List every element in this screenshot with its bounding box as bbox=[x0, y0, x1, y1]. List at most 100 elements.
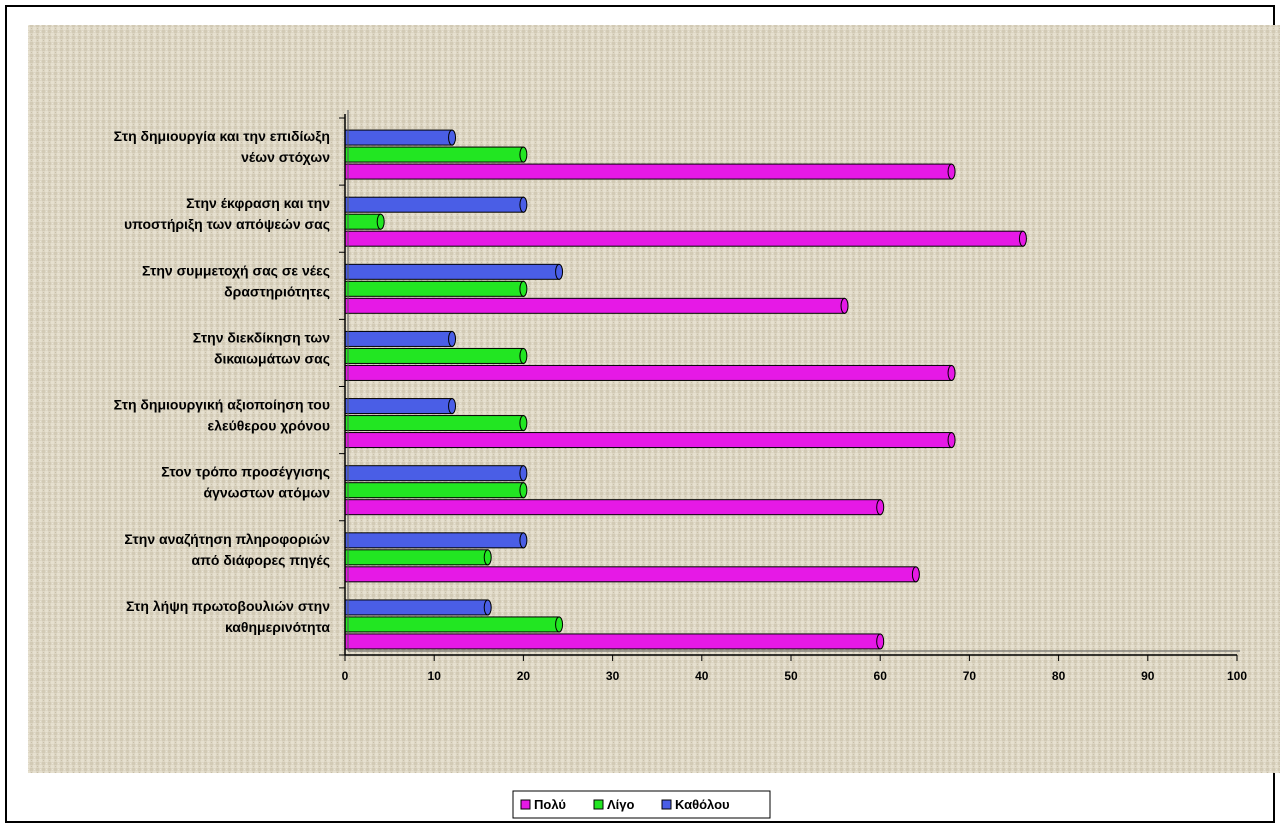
bars-group bbox=[344, 129, 1027, 650]
bar-Λίγο-1 bbox=[344, 213, 385, 230]
category-label: Στην αναζήτηση πληροφοριών bbox=[124, 531, 330, 547]
bar-Πολύ-6 bbox=[344, 566, 920, 583]
bar-cap bbox=[519, 532, 528, 549]
category-label: άγνωστων ατόμων bbox=[203, 485, 330, 501]
legend-swatch bbox=[593, 799, 604, 810]
legend-label: Πολύ bbox=[534, 797, 566, 812]
bar-Καθόλου-3 bbox=[344, 330, 457, 347]
bar-rect bbox=[344, 482, 524, 499]
bar-cap bbox=[840, 297, 849, 314]
category-label: από διάφορες πηγές bbox=[192, 552, 330, 568]
bar-cap bbox=[1018, 230, 1027, 247]
x-tick-label: 30 bbox=[606, 669, 620, 683]
bar-cap bbox=[519, 415, 528, 432]
bar-cap bbox=[555, 263, 564, 280]
bar-rect bbox=[344, 364, 953, 381]
bar-cap bbox=[519, 196, 528, 213]
category-label: υποστήριξη των απόψεών σας bbox=[124, 216, 330, 232]
category-label: Στη δημιουργική αξιοποίηση του bbox=[114, 397, 330, 413]
category-label: Στη δημιουργία και την επιδίωξη bbox=[114, 128, 330, 144]
bar-Καθόλου-4 bbox=[344, 398, 457, 415]
legend: Πολύ Λίγο Καθόλου bbox=[512, 790, 771, 819]
legend-swatch bbox=[520, 799, 531, 810]
category-label: νέων στόχων bbox=[241, 149, 330, 165]
bar-Λίγο-2 bbox=[344, 280, 528, 297]
category-label: δικαιωμάτων σας bbox=[214, 350, 330, 366]
category-label: Στην διεκδίκηση των bbox=[193, 329, 330, 345]
legend-box bbox=[512, 790, 771, 819]
x-tick-label: 10 bbox=[428, 669, 442, 683]
bar-cap bbox=[947, 432, 956, 449]
bar-cap bbox=[448, 330, 457, 347]
bar-rect bbox=[344, 499, 881, 516]
bar-rect bbox=[344, 330, 453, 347]
bar-Καθόλου-2 bbox=[344, 263, 564, 280]
bar-cap bbox=[911, 566, 920, 583]
category-label: Στη λήψη πρωτοβουλιών στην bbox=[126, 598, 330, 614]
x-tick-label: 0 bbox=[342, 669, 349, 683]
bar-cap bbox=[519, 465, 528, 482]
bar-rect bbox=[344, 230, 1024, 247]
bar-rect bbox=[344, 599, 489, 616]
legend-swatch bbox=[661, 799, 672, 810]
bar-Καθόλου-6 bbox=[344, 532, 528, 549]
bar-cap bbox=[519, 146, 528, 163]
bar-cap bbox=[483, 599, 492, 616]
legend-label: Καθόλου bbox=[675, 797, 730, 812]
bar-cap bbox=[519, 482, 528, 499]
bar-Καθόλου-5 bbox=[344, 465, 528, 482]
axes-group: 0 10 20 30 40 50 60 70 80 90 100 bbox=[339, 110, 1247, 683]
bar-cap bbox=[947, 163, 956, 180]
bar-rect bbox=[344, 465, 524, 482]
bar-cap bbox=[519, 347, 528, 364]
bar-cap bbox=[555, 616, 564, 633]
category-label: Στην έκφραση και την bbox=[186, 195, 330, 211]
x-tick-label: 70 bbox=[963, 669, 977, 683]
bar-rect bbox=[344, 213, 382, 230]
bar-rect bbox=[344, 415, 524, 432]
bar-Καθόλου-1 bbox=[344, 196, 528, 213]
bar-rect bbox=[344, 196, 524, 213]
x-tick-label: 60 bbox=[874, 669, 888, 683]
bar-Καθόλου-0 bbox=[344, 129, 457, 146]
bar-Λίγο-4 bbox=[344, 415, 528, 432]
bar-rect bbox=[344, 280, 524, 297]
category-label: Στον τρόπο προσέγγισης bbox=[161, 464, 330, 480]
bar-rect bbox=[344, 129, 453, 146]
bar-rect bbox=[344, 532, 524, 549]
bar-rect bbox=[344, 633, 881, 650]
bar-Πολύ-5 bbox=[344, 499, 885, 516]
bar-Λίγο-7 bbox=[344, 616, 564, 633]
bar-Πολύ-0 bbox=[344, 163, 956, 180]
legend-label: Λίγο bbox=[607, 797, 635, 812]
bar-cap bbox=[376, 213, 385, 230]
x-tick-label: 40 bbox=[695, 669, 709, 683]
bar-rect bbox=[344, 398, 453, 415]
x-tick-label: 50 bbox=[784, 669, 798, 683]
bar-rect bbox=[344, 566, 917, 583]
bar-Πολύ-1 bbox=[344, 230, 1027, 247]
bar-rect bbox=[344, 616, 560, 633]
bar-rect bbox=[344, 347, 524, 364]
category-label: ελεύθερου χρόνου bbox=[208, 418, 330, 434]
bar-rect bbox=[344, 163, 953, 180]
bar-cap bbox=[448, 129, 457, 146]
bar-Πολύ-4 bbox=[344, 432, 956, 449]
bar-cap bbox=[876, 499, 885, 516]
category-labels: Στη δημιουργία και την επιδίωξη νέων στόχ… bbox=[114, 128, 331, 635]
bar-cap bbox=[448, 398, 457, 415]
bar-rect bbox=[344, 297, 846, 314]
bar-cap bbox=[483, 549, 492, 566]
x-tick-label: 100 bbox=[1227, 669, 1247, 683]
bar-cap bbox=[947, 364, 956, 381]
bar-rect bbox=[344, 263, 560, 280]
x-tick-label: 20 bbox=[517, 669, 531, 683]
bar-rect bbox=[344, 432, 953, 449]
bar-cap bbox=[876, 633, 885, 650]
bar-rect bbox=[344, 146, 524, 163]
x-tick-label: 90 bbox=[1141, 669, 1155, 683]
bar-Πολύ-2 bbox=[344, 297, 849, 314]
bar-Πολύ-3 bbox=[344, 364, 956, 381]
bar-cap bbox=[519, 280, 528, 297]
